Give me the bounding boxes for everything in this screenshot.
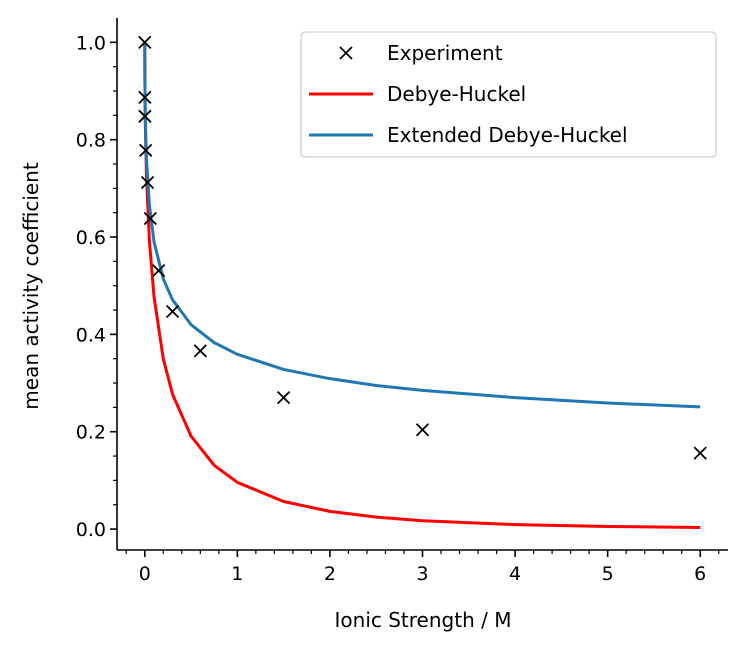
legend-entry-debye-huckel: Debye-Huckel [309, 82, 526, 106]
y-tick-label: 0.2 [76, 422, 106, 444]
x-tick-label: 2 [324, 563, 336, 585]
series-line-extended-debye-huckel [143, 42, 701, 409]
x-tick-label: 5 [602, 563, 614, 585]
legend-marker-x-icon [339, 46, 353, 60]
data-point-experiment [693, 446, 707, 460]
data-point-experiment [138, 90, 152, 104]
x-tick-label: 0 [139, 563, 151, 585]
x-axis-label: Ionic Strength / M [335, 608, 512, 632]
y-tick-label: 0.4 [76, 324, 106, 346]
marker-stroke [152, 263, 166, 278]
marker-stroke [143, 211, 157, 226]
marker-stroke [339, 46, 353, 60]
x-tick-label: 1 [231, 563, 243, 585]
legend: Experiment Debye-Huckel Extended Debye-Huc… [300, 31, 717, 158]
marker-stroke [415, 423, 430, 437]
marker-stroke [165, 304, 180, 319]
y-tick-label: 1.0 [76, 32, 106, 54]
marker-stroke [139, 143, 153, 158]
x-tick-label: 4 [509, 563, 521, 585]
marker-stroke [193, 344, 207, 358]
marker-stroke [693, 446, 707, 460]
marker-stroke [140, 175, 155, 190]
marker-stroke [276, 391, 291, 405]
legend-entry-extended-debye-huckel: Extended Debye-Huckel [309, 123, 628, 147]
y-tick-label: 0.0 [76, 519, 106, 541]
marker-stroke [138, 109, 152, 123]
x-tick-label: 3 [416, 563, 428, 585]
plot-area [138, 35, 707, 530]
data-point-experiment [138, 35, 152, 49]
data-point-experiment [193, 344, 207, 358]
x-tick-label: 6 [694, 563, 706, 585]
data-point-experiment [139, 143, 153, 158]
data-point-experiment [138, 109, 152, 123]
data-point-experiment [415, 423, 430, 437]
data-point-experiment [165, 304, 180, 319]
axes: 0 1 2 3 4 5 6 0.0 0.2 0.4 0.6 0.8 1.0 [76, 18, 728, 585]
legend-label: Extended Debye-Huckel [387, 123, 628, 147]
y-tick-label: 0.8 [76, 130, 106, 152]
marker-stroke [138, 90, 152, 104]
marker-stroke [138, 35, 152, 49]
y-axis-label: mean activity coefficient [19, 162, 43, 410]
legend-label: Experiment [387, 41, 503, 65]
y-tick-label: 0.6 [76, 227, 106, 249]
data-point-experiment [140, 175, 155, 190]
legend-entry-experiment: Experiment [339, 41, 503, 65]
data-point-experiment [152, 263, 166, 278]
legend-label: Debye-Huckel [387, 82, 526, 106]
data-point-experiment [276, 391, 291, 405]
legend-box [300, 31, 717, 158]
data-point-experiment [143, 211, 157, 226]
